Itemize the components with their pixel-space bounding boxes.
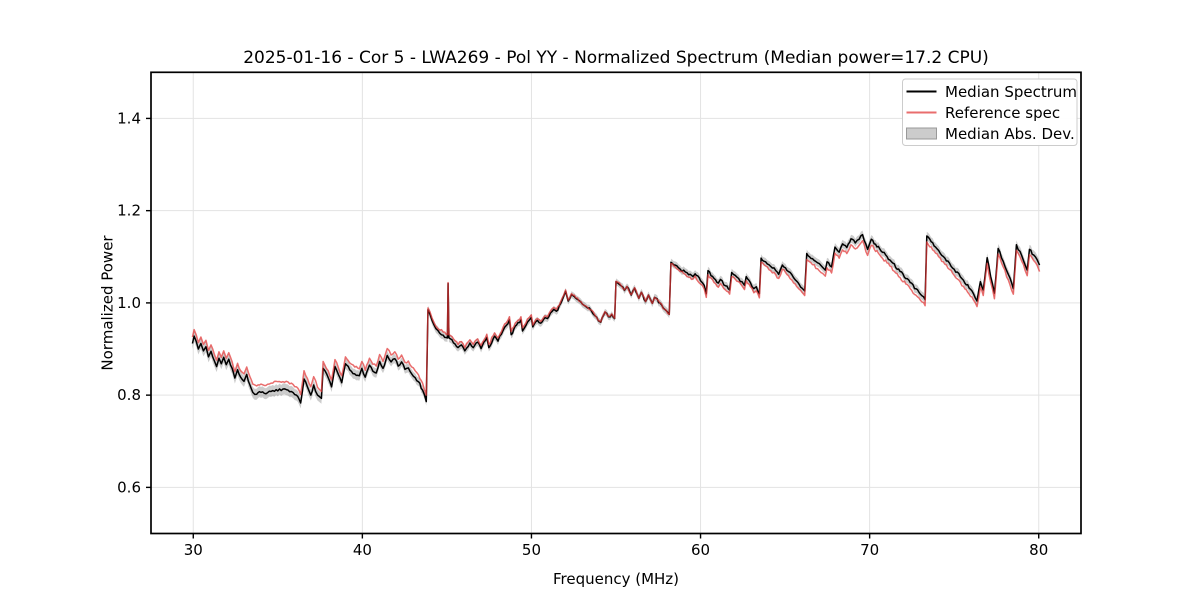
x-tick-label: 80 [1029,541,1048,559]
legend-label-reference-spec: Reference spec [945,104,1060,122]
legend-box [902,78,1078,146]
x-tick-label: 40 [353,541,372,559]
mad-band [192,230,1040,409]
gridlines [151,72,1081,534]
legend: Median Spectrum Reference spec Median Ab… [902,78,1078,146]
x-tick-label: 70 [860,541,879,559]
y-tick-label: 1.4 [117,109,141,127]
legend-label-median-abs-dev: Median Abs. Dev. [945,125,1075,143]
reference-spec-line [191,239,1041,396]
median-spectrum-line [191,233,1041,404]
legend-label-median-spectrum: Median Spectrum [945,83,1077,101]
y-axis-label: Normalized Power [99,235,117,371]
x-axis-label: Frequency (MHz) [553,570,679,588]
x-tick-label: 60 [691,541,710,559]
plot-area [191,230,1041,409]
y-tick-label: 0.8 [117,386,141,404]
legend-mad-patch-sample [906,127,937,140]
x-tick-label: 30 [184,541,203,559]
y-tick-label: 0.6 [117,478,141,496]
x-tick-label: 50 [522,541,541,559]
y-tick-label: 1.2 [117,202,141,220]
axis-ticks-and-labels: 30 40 50 60 70 80 0.6 0.8 1.0 1.2 1.4 [117,109,1048,559]
chart-title: 2025-01-16 - Cor 5 - LWA269 - Pol YY - N… [243,48,989,68]
y-tick-label: 1.0 [117,294,141,312]
